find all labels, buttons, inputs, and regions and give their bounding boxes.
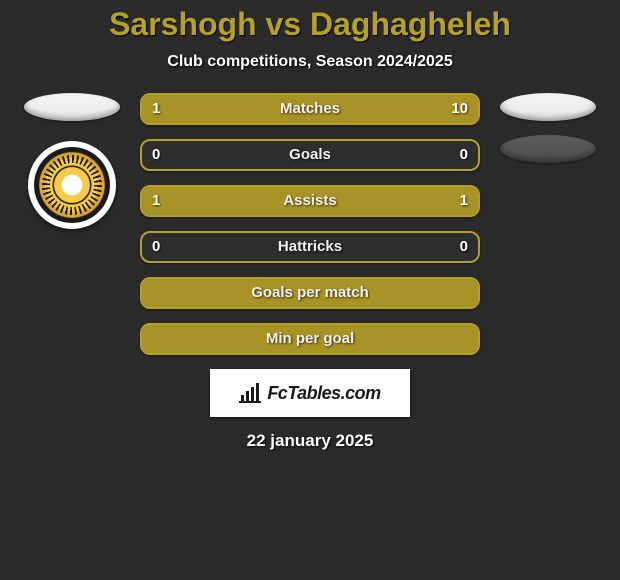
content-row: 1Matches100Goals01Assists10Hattricks0Goa… — [0, 93, 620, 355]
page-title: Sarshogh vs Daghagheleh — [0, 6, 620, 43]
stat-bar: 1Assists1 — [140, 185, 480, 217]
brand-box[interactable]: FcTables.com — [210, 369, 410, 417]
left-flag-1 — [24, 93, 120, 121]
date-label: 22 january 2025 — [0, 431, 620, 451]
stat-value-right: 0 — [460, 233, 468, 261]
brand-text: FcTables.com — [267, 383, 380, 404]
stat-bar: 0Hattricks0 — [140, 231, 480, 263]
stat-bar: 0Goals0 — [140, 139, 480, 171]
stat-bar: 1Matches10 — [140, 93, 480, 125]
stat-bar: Min per goal — [140, 323, 480, 355]
stats-bars: 1Matches100Goals01Assists10Hattricks0Goa… — [140, 93, 480, 355]
stat-label: Hattricks — [142, 233, 478, 261]
stat-value-right: 0 — [460, 141, 468, 169]
subtitle: Club competitions, Season 2024/2025 — [0, 53, 620, 71]
stat-value-right: 1 — [460, 187, 468, 215]
right-flag-1 — [500, 93, 596, 121]
stat-label: Goals — [142, 141, 478, 169]
left-column — [22, 93, 122, 229]
left-club-badge — [28, 141, 116, 229]
stat-value-right: 10 — [451, 95, 468, 123]
right-column — [498, 93, 598, 163]
comparison-widget: Sarshogh vs Daghagheleh Club competition… — [0, 0, 620, 451]
stat-label: Min per goal — [142, 325, 478, 353]
stat-label: Assists — [142, 187, 478, 215]
right-flag-2 — [500, 135, 596, 163]
brand-chart-icon — [239, 383, 261, 403]
stat-label: Matches — [142, 95, 478, 123]
stat-bar: Goals per match — [140, 277, 480, 309]
stat-label: Goals per match — [142, 279, 478, 307]
